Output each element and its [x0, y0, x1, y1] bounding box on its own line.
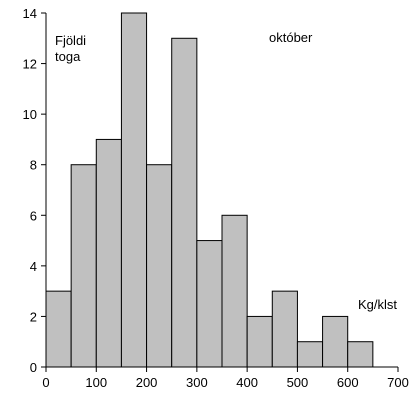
histogram-bar-12 — [347, 341, 374, 368]
x-tick-label-6: 600 — [337, 375, 359, 390]
x-tick-label-0: 0 — [42, 375, 49, 390]
y-ticks: 0 2 4 6 8 10 12 14 — [23, 6, 46, 375]
histogram-bar-1 — [70, 164, 97, 368]
y-tick-label-0: 0 — [30, 360, 37, 375]
y-tick-label-6: 12 — [23, 57, 37, 72]
x-tick-label-5: 500 — [287, 375, 309, 390]
bars-layer — [45, 12, 374, 368]
y-tick-label-1: 2 — [30, 309, 37, 324]
x-tick-label-3: 300 — [186, 375, 208, 390]
y-tick-label-7: 14 — [23, 6, 37, 21]
y-tick-label-5: 10 — [23, 107, 37, 122]
y-axis-label-line-1: Fjöldi — [55, 33, 86, 48]
histogram-bar-9 — [271, 290, 298, 368]
y-tick-label-2: 4 — [30, 259, 37, 274]
histogram-bar-0 — [45, 290, 72, 368]
histogram-bar-3 — [120, 12, 148, 368]
chart-title: október — [269, 30, 313, 45]
x-tick-label-4: 400 — [236, 375, 258, 390]
histogram-bar-11 — [322, 315, 349, 368]
histogram-bar-2 — [95, 138, 122, 368]
y-tick-label-4: 8 — [30, 158, 37, 173]
axes-layer — [45, 13, 398, 368]
histogram-bar-10 — [296, 341, 324, 368]
x-tick-label-7: 700 — [387, 375, 409, 390]
histogram-bar-7 — [221, 214, 248, 368]
y-axis-label-line-2: toga — [55, 49, 81, 64]
x-tick-label-1: 100 — [85, 375, 107, 390]
histogram-bar-6 — [196, 240, 223, 368]
histogram-bar-4 — [146, 164, 173, 368]
x-ticks: 0 100 200 300 400 500 600 700 — [42, 367, 409, 390]
x-axis-label: Kg/klst — [358, 297, 397, 312]
y-tick-label-3: 6 — [30, 208, 37, 223]
x-tick-label-2: 200 — [136, 375, 158, 390]
histogram-bar-5 — [171, 37, 198, 368]
histogram-bar-8 — [246, 315, 273, 368]
